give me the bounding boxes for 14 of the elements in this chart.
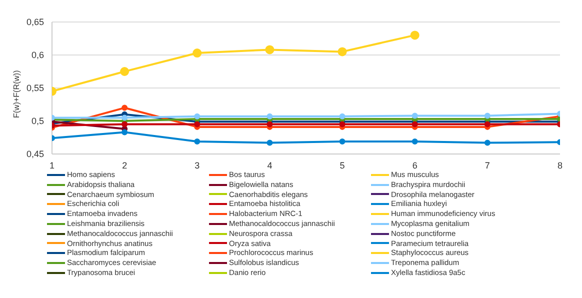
- x-tick-label: 4: [267, 160, 272, 170]
- x-tick-label: 2: [122, 160, 128, 170]
- y-tick-label: 0,5: [31, 116, 44, 126]
- y-tick-label: 0,6: [31, 50, 44, 60]
- x-tick-label: 7: [484, 160, 490, 170]
- y-tick-label: 0,65: [26, 17, 44, 28]
- x-tick-label: 6: [412, 160, 418, 170]
- x-tick-label: 3: [194, 160, 200, 170]
- y-tick-label: 0,55: [26, 83, 44, 94]
- x-tick-label: 1: [49, 160, 55, 170]
- y-axis-title: F(w)+F(R(w)): [12, 70, 21, 118]
- x-tick-label: 5: [340, 160, 345, 170]
- x-tick-label: 8: [557, 160, 563, 170]
- y-tick-label: 0,45: [26, 149, 44, 160]
